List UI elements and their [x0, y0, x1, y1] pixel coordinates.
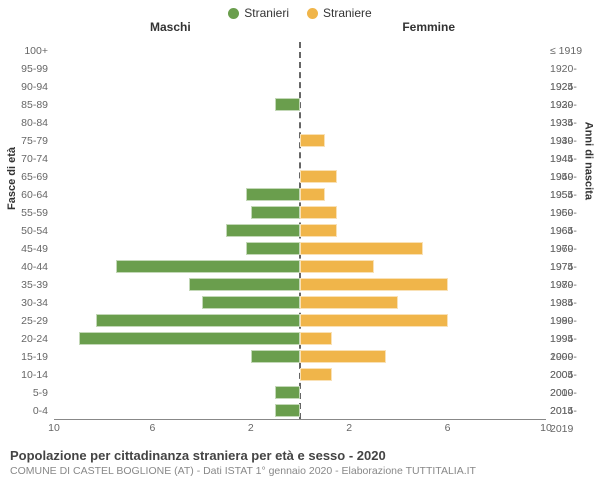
age-label: 65-69 — [4, 168, 48, 186]
legend-item-female: Straniere — [307, 6, 372, 20]
bar-male — [79, 332, 300, 345]
bar-female — [300, 134, 325, 147]
age-label: 10-14 — [4, 366, 48, 384]
legend: Stranieri Straniere — [0, 0, 600, 20]
age-row: 50-541965-1969 — [54, 222, 546, 240]
age-row: 5-92010-2014 — [54, 384, 546, 402]
bar-male — [96, 314, 300, 327]
bar-male — [246, 188, 300, 201]
bar-male — [251, 350, 300, 363]
bar-male — [246, 242, 300, 255]
legend-item-male: Stranieri — [228, 6, 289, 20]
column-headers: Maschi Femmine — [0, 20, 600, 38]
age-label: 30-34 — [4, 294, 48, 312]
age-label: 35-39 — [4, 276, 48, 294]
age-row: 45-491970-1974 — [54, 240, 546, 258]
age-row: 80-841935-1939 — [54, 114, 546, 132]
chart-subtitle: COMUNE DI CASTEL BOGLIONE (AT) - Dati IS… — [10, 465, 590, 477]
x-tick: 2 — [346, 422, 352, 434]
bar-female — [300, 314, 448, 327]
age-label: 85-89 — [4, 96, 48, 114]
age-row: 75-791940-1944 — [54, 132, 546, 150]
bar-female — [300, 224, 337, 237]
age-label: 5-9 — [4, 384, 48, 402]
age-row: 70-741945-1949 — [54, 150, 546, 168]
birth-year-label: 2015-2019 — [550, 402, 600, 438]
chart-footer: Popolazione per cittadinanza straniera p… — [0, 440, 600, 477]
bar-male — [275, 404, 300, 417]
bar-female — [300, 350, 386, 363]
age-label: 45-49 — [4, 240, 48, 258]
age-label: 50-54 — [4, 222, 48, 240]
age-label: 95-99 — [4, 60, 48, 78]
age-label: 60-64 — [4, 186, 48, 204]
age-label: 80-84 — [4, 114, 48, 132]
age-label: 100+ — [4, 42, 48, 60]
chart-container: Stranieri Straniere Maschi Femmine Fasce… — [0, 0, 600, 500]
age-row: 35-391980-1984 — [54, 276, 546, 294]
legend-swatch-male — [228, 8, 239, 19]
age-label: 70-74 — [4, 150, 48, 168]
age-row: 30-341985-1989 — [54, 294, 546, 312]
age-row: 100+≤ 1919 — [54, 42, 546, 60]
legend-swatch-female — [307, 8, 318, 19]
age-label: 75-79 — [4, 132, 48, 150]
legend-label-female: Straniere — [323, 6, 372, 20]
age-row: 60-641955-1959 — [54, 186, 546, 204]
birth-year-label: ≤ 1919 — [550, 42, 600, 60]
age-row: 0-42015-2019 — [54, 402, 546, 420]
bar-female — [300, 170, 337, 183]
bar-female — [300, 242, 423, 255]
bar-female — [300, 260, 374, 273]
chart-title: Popolazione per cittadinanza straniera p… — [10, 448, 590, 463]
x-tick: 2 — [248, 422, 254, 434]
bar-male — [275, 386, 300, 399]
age-row: 85-891930-1934 — [54, 96, 546, 114]
bar-male — [189, 278, 300, 291]
x-tick: 6 — [149, 422, 155, 434]
age-row: 40-441975-1979 — [54, 258, 546, 276]
bar-male — [251, 206, 300, 219]
bar-female — [300, 188, 325, 201]
bar-female — [300, 368, 332, 381]
age-row: 10-142005-2009 — [54, 366, 546, 384]
header-female: Femmine — [402, 20, 455, 34]
age-label: 20-24 — [4, 330, 48, 348]
x-tick: 10 — [540, 422, 552, 434]
bar-female — [300, 332, 332, 345]
age-label: 0-4 — [4, 402, 48, 420]
age-row: 55-591960-1964 — [54, 204, 546, 222]
bar-male — [202, 296, 300, 309]
x-tick: 6 — [445, 422, 451, 434]
bar-female — [300, 296, 398, 309]
age-row: 90-941925-1929 — [54, 78, 546, 96]
age-row: 15-192000-2004 — [54, 348, 546, 366]
age-row: 65-691950-1954 — [54, 168, 546, 186]
age-row: 95-991920-1924 — [54, 60, 546, 78]
pyramid-chart: 100+≤ 191995-991920-192490-941925-192985… — [54, 42, 546, 420]
bar-female — [300, 278, 448, 291]
x-tick: 10 — [48, 422, 60, 434]
age-row: 20-241995-1999 — [54, 330, 546, 348]
age-row: 25-291990-1994 — [54, 312, 546, 330]
age-label: 25-29 — [4, 312, 48, 330]
bar-female — [300, 206, 337, 219]
header-male: Maschi — [150, 20, 191, 34]
bar-male — [116, 260, 301, 273]
age-label: 15-19 — [4, 348, 48, 366]
age-label: 40-44 — [4, 258, 48, 276]
bar-male — [226, 224, 300, 237]
age-label: 55-59 — [4, 204, 48, 222]
legend-label-male: Stranieri — [244, 6, 289, 20]
x-axis: 10622610 — [54, 420, 546, 440]
bar-male — [275, 98, 300, 111]
age-label: 90-94 — [4, 78, 48, 96]
